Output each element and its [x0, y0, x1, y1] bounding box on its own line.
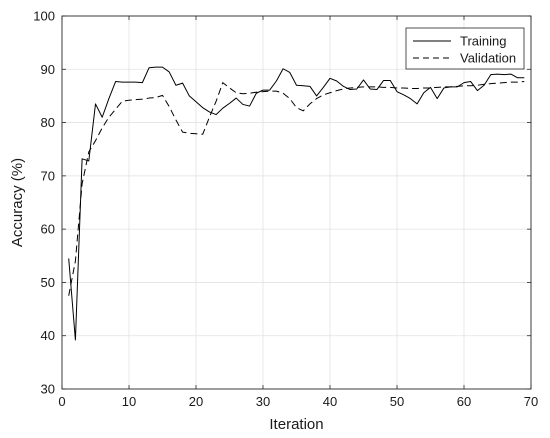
legend-box [405, 27, 525, 70]
y-tick-label: 50 [41, 275, 55, 290]
y-tick-label: 30 [41, 382, 55, 397]
x-tick-label: 10 [122, 394, 136, 409]
legend-label-training: Training [460, 34, 506, 49]
y-tick-label: 100 [33, 9, 55, 24]
series-layer [68, 66, 525, 341]
x-tick-label: 0 [58, 394, 65, 409]
y-tick-label: 90 [41, 62, 55, 77]
legend-label-validation: Validation [460, 51, 516, 66]
plot-area [62, 16, 531, 389]
x-tick-label: 30 [256, 394, 270, 409]
y-axis-label: Accuracy (%) [9, 158, 26, 247]
tick-labels: 0 10 20 30 40 50 60 70 30 40 50 60 70 80 90 100 [33, 9, 538, 410]
x-tick-label: 60 [457, 394, 471, 409]
x-tick-label: 50 [390, 394, 404, 409]
plot-frame [61, 15, 532, 390]
axis-ticks [61, 15, 532, 390]
series-line-validation [68, 81, 525, 296]
x-axis-label: Iteration [269, 416, 323, 433]
y-tick-label: 40 [41, 328, 55, 343]
x-tick-label: 70 [524, 394, 538, 409]
x-tick-label: 20 [189, 394, 203, 409]
y-tick-label: 70 [41, 168, 55, 183]
y-tick-label: 60 [41, 222, 55, 237]
legend: Training Validation [405, 27, 525, 70]
x-tick-label: 40 [323, 394, 337, 409]
y-tick-label: 80 [41, 115, 55, 130]
gridlines [62, 16, 531, 389]
